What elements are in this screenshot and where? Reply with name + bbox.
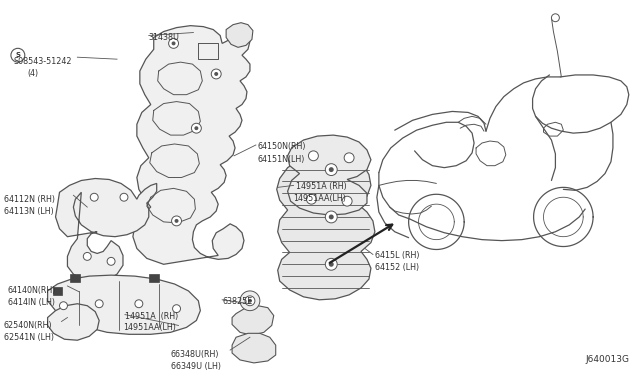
Circle shape: [211, 69, 221, 79]
Polygon shape: [133, 26, 250, 264]
Text: 62541N (LH): 62541N (LH): [4, 333, 54, 342]
Polygon shape: [232, 306, 274, 335]
Text: J640013G: J640013G: [585, 355, 629, 364]
Circle shape: [248, 299, 252, 303]
Text: 31438U: 31438U: [148, 32, 180, 42]
Text: 6414lN (LH): 6414lN (LH): [8, 298, 55, 307]
Polygon shape: [47, 275, 200, 334]
Polygon shape: [232, 333, 276, 363]
Circle shape: [107, 257, 115, 265]
Text: 6415L (RH): 6415L (RH): [375, 251, 419, 260]
Text: (4): (4): [28, 69, 39, 78]
Text: 64112N (RH): 64112N (RH): [4, 195, 55, 204]
Text: 64113N (LH): 64113N (LH): [4, 207, 54, 216]
Circle shape: [195, 126, 198, 130]
Circle shape: [172, 41, 175, 45]
Circle shape: [168, 38, 179, 48]
Circle shape: [325, 164, 337, 176]
Circle shape: [329, 262, 333, 267]
Text: 64150N(RH): 64150N(RH): [258, 142, 307, 151]
Circle shape: [325, 211, 337, 223]
Text: 66349U (LH): 66349U (LH): [171, 362, 221, 371]
Text: 14951AA(LH): 14951AA(LH): [123, 324, 176, 333]
Polygon shape: [70, 274, 81, 282]
Text: 63825E: 63825E: [222, 297, 252, 306]
Text: 64140N(RH): 64140N(RH): [8, 286, 56, 295]
Circle shape: [342, 196, 352, 206]
Text: S08543-51242: S08543-51242: [14, 57, 72, 66]
Circle shape: [83, 253, 92, 260]
Circle shape: [175, 219, 179, 223]
Polygon shape: [287, 135, 371, 215]
Circle shape: [95, 300, 103, 308]
Text: 14951A (RH): 14951A (RH): [296, 182, 346, 192]
Text: 66348U(RH): 66348U(RH): [171, 350, 219, 359]
Circle shape: [240, 291, 260, 311]
Circle shape: [308, 151, 318, 161]
Text: 62540N(RH): 62540N(RH): [4, 321, 52, 330]
Text: S: S: [15, 52, 20, 58]
Text: 64152 (LH): 64152 (LH): [375, 263, 419, 272]
Circle shape: [172, 216, 182, 226]
Polygon shape: [52, 287, 63, 295]
Circle shape: [552, 14, 559, 22]
Text: 14951A  (RH): 14951A (RH): [125, 312, 178, 321]
Polygon shape: [226, 23, 253, 47]
Polygon shape: [148, 274, 159, 282]
Polygon shape: [276, 153, 375, 300]
Circle shape: [60, 302, 67, 310]
Circle shape: [307, 194, 316, 204]
Polygon shape: [56, 179, 157, 282]
Circle shape: [135, 300, 143, 308]
Text: 64151N(LH): 64151N(LH): [258, 155, 305, 164]
Circle shape: [325, 259, 337, 270]
Circle shape: [329, 215, 333, 219]
Circle shape: [90, 193, 98, 201]
Circle shape: [344, 153, 354, 163]
Text: 14951AA(LH): 14951AA(LH): [294, 194, 346, 203]
Circle shape: [173, 305, 180, 312]
Polygon shape: [47, 304, 99, 340]
Circle shape: [191, 123, 202, 133]
Circle shape: [120, 193, 128, 201]
Circle shape: [11, 48, 25, 62]
Circle shape: [214, 72, 218, 76]
Circle shape: [329, 167, 333, 172]
Circle shape: [245, 296, 255, 306]
